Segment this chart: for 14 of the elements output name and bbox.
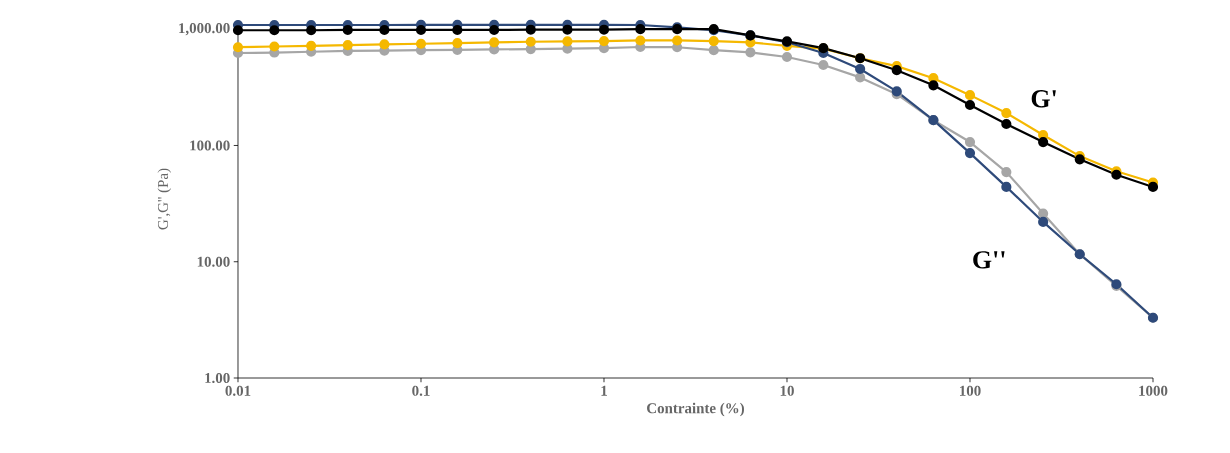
x-axis-title: Contrainte (%) (647, 402, 744, 417)
y-tick-label: 1.00 (205, 372, 230, 384)
x-tick-label: 1000 (1139, 385, 1168, 396)
y-tick-label: 10.00 (197, 256, 230, 267)
x-tick-label: 10 (780, 385, 794, 396)
x-tick-label: 0.1 (412, 385, 430, 396)
y-tick-label: 100.00 (190, 140, 230, 151)
annotation: G'' (973, 251, 1005, 269)
annotation: G' (1031, 90, 1056, 108)
x-tick-label: 100 (959, 385, 981, 396)
y-tick-label: 1,000.00 (179, 23, 230, 36)
y-axis-title: G',G'' (Pa) (157, 168, 172, 230)
x-tick-label: 0.01 (225, 385, 251, 396)
x-tick-label: 1 (601, 385, 607, 396)
